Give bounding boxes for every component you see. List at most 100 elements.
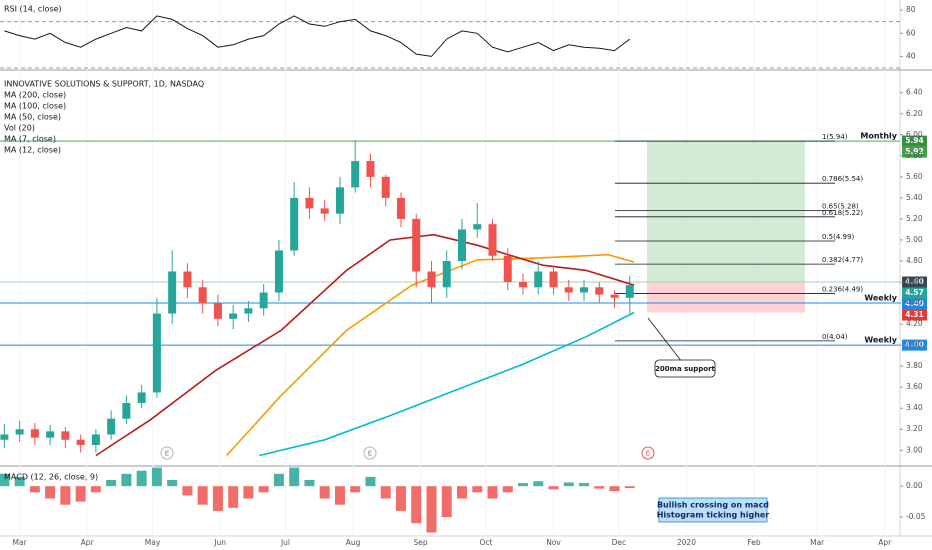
price-tag — [902, 287, 927, 299]
candle-body — [229, 313, 238, 319]
y-tick-label: 6.20 — [906, 109, 923, 118]
x-tick-label: Jul — [280, 538, 290, 547]
candle-body — [76, 439, 85, 446]
price-tag — [902, 298, 927, 310]
macd-histogram-bar — [350, 486, 361, 493]
candle-body — [519, 282, 528, 288]
level-name: Monthly — [860, 132, 897, 141]
fib-label: 0.382(4.77) — [822, 256, 863, 264]
price-tag-label: 4.60 — [905, 277, 924, 286]
candle-body — [503, 255, 512, 283]
candle-body — [244, 308, 253, 314]
macd-histogram-bar — [563, 482, 574, 487]
price-tag — [902, 146, 927, 158]
candle-body — [335, 187, 344, 214]
y-tick-label: 5.00 — [906, 235, 923, 244]
candle-body — [412, 218, 421, 272]
macd-histogram-bar — [151, 467, 162, 487]
price-tag — [902, 339, 927, 351]
x-tick-label: Feb — [747, 538, 761, 547]
price-tag-label: 4.00 — [905, 340, 924, 349]
legend-entry: MA (7, close) — [4, 135, 56, 144]
price-tag — [902, 309, 927, 321]
price-tag-label: 4.31 — [905, 310, 924, 319]
macd-histogram-bar — [624, 486, 635, 489]
candle-body — [610, 294, 619, 298]
macd-histogram-bar — [136, 470, 147, 487]
macd-histogram-bar — [426, 486, 437, 533]
candle-body — [457, 229, 466, 261]
macd-histogram-bar — [29, 486, 40, 493]
macd-histogram-bar — [228, 486, 239, 508]
macd-histogram-bar — [456, 486, 467, 499]
y-tick-label: 3.80 — [906, 361, 923, 370]
candle-body — [152, 313, 161, 393]
price-tag — [902, 276, 927, 288]
profit-zone — [647, 141, 805, 283]
macd-histogram-bar — [182, 486, 193, 496]
y-tick-label: 80 — [906, 5, 916, 14]
plot-layer: 1(5.94) 0.786(5.54) 0.65(5.28)0.618(5.22) 0… — [0, 15, 900, 533]
candle-body — [580, 287, 589, 293]
candle-body — [61, 431, 70, 440]
y-tick-label: 4.20 — [906, 319, 923, 328]
earnings-marker — [641, 446, 655, 460]
macd-histogram-bar — [14, 476, 25, 487]
note-text: Bullish crossing on macd — [657, 501, 769, 510]
y-tick-label: 5.80 — [906, 151, 923, 160]
macd-histogram-bar — [106, 479, 117, 487]
earnings-label: E — [646, 450, 650, 458]
macd-histogram-bar — [594, 486, 605, 489]
x-tick-label: Apr — [81, 538, 95, 547]
candle-body — [366, 161, 375, 177]
legend-entry: MA (12, close) — [4, 146, 61, 155]
macd-histogram-bar — [212, 486, 223, 511]
y-tick-label: 5.60 — [906, 172, 923, 181]
candle-body — [213, 303, 222, 319]
price-tag-label: 4.57 — [905, 288, 924, 297]
macd-histogram-bar — [0, 473, 10, 487]
macd-histogram-bar — [472, 486, 483, 493]
earnings-label: E — [165, 450, 169, 458]
y-tick-label: 6.00 — [906, 130, 923, 139]
candle-body — [0, 434, 9, 440]
x-tick-label: Sep — [414, 538, 428, 547]
legend-entry: Vol (20) — [4, 124, 35, 133]
overlay-layer: RSI (14, close) E E E 200ma support Bullish c… — [4, 5, 927, 523]
candle-body — [442, 260, 451, 288]
legend-entry: MA (50, close) — [4, 113, 61, 122]
moving-average — [259, 311, 635, 457]
x-tick-label: Jun — [213, 538, 226, 547]
fib-label: 1(5.94) — [822, 133, 848, 141]
callout-text: 200ma support — [655, 365, 715, 373]
y-tick-label: -0.05 — [906, 512, 926, 521]
candle-body — [274, 250, 283, 293]
macd-histogram-bar — [502, 486, 513, 493]
candle-body — [30, 429, 39, 438]
x-tick-label: Mar — [13, 538, 28, 547]
x-tick-label: Apr — [878, 538, 892, 547]
candle-body — [46, 431, 55, 438]
level-name: Weekly — [864, 336, 897, 345]
pane-title: MACD (12, 26, close, 9) — [4, 473, 98, 482]
macd-histogram-bar — [45, 486, 56, 499]
rsi-line — [4, 15, 631, 57]
candle-body — [625, 285, 634, 298]
fib-label: 0.786(5.54) — [822, 175, 863, 183]
macd-histogram-bar — [441, 486, 452, 518]
y-tick-label: 4.60 — [906, 277, 923, 286]
candle-body — [183, 271, 192, 288]
x-tick-label: 2020 — [677, 538, 696, 547]
macd-histogram-bar — [90, 486, 101, 493]
stop-zone — [647, 282, 805, 313]
candle-body — [320, 208, 329, 214]
y-tick-label: 3.60 — [906, 382, 923, 391]
x-tick-label: Mar — [810, 538, 825, 547]
x-tick-label: Oct — [479, 538, 492, 547]
level-name: Weekly — [864, 294, 897, 303]
y-tick-label: 3.40 — [906, 403, 923, 412]
note-text: Histogram ticking higher — [657, 511, 770, 520]
candle-body — [595, 287, 604, 295]
macd-histogram-bar — [365, 476, 376, 487]
candle-body — [198, 287, 207, 304]
